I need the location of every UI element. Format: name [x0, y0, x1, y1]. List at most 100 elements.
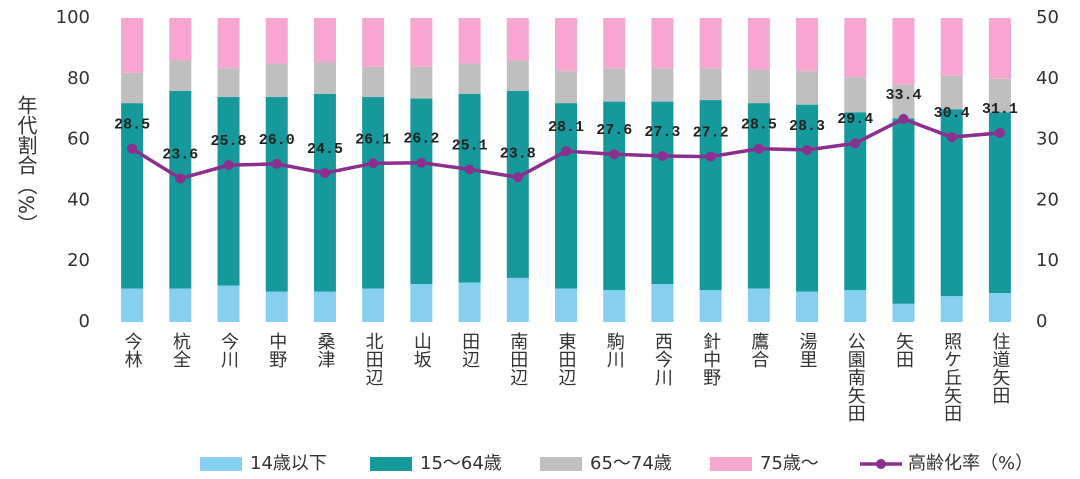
- legend-swatch: [200, 457, 242, 471]
- data-label: 27.2: [693, 125, 729, 142]
- bar-segment: [699, 290, 722, 322]
- bar-segment: [747, 18, 770, 70]
- legend-swatch: [370, 457, 412, 471]
- line-point: [223, 160, 234, 171]
- y-tick-label: 80: [67, 68, 90, 89]
- bar-segment: [410, 98, 433, 284]
- bar-segment: [506, 277, 529, 322]
- y-tick-label: 20: [67, 250, 90, 271]
- x-tick-label: 南田辺: [507, 332, 528, 386]
- bar-segment: [940, 109, 963, 297]
- x-tick-label: 今林: [122, 332, 143, 368]
- bar-segment: [651, 284, 674, 322]
- bar-segment: [603, 101, 626, 291]
- bar-segment: [892, 18, 915, 85]
- x-tick-label: 東田辺: [556, 332, 577, 386]
- line-point: [946, 132, 957, 143]
- bar-segment: [988, 18, 1011, 79]
- data-label: 31.1: [982, 101, 1018, 118]
- bar-segment: [844, 18, 867, 78]
- bar-segment: [265, 97, 288, 292]
- data-label: 25.8: [211, 133, 247, 150]
- bar-segment: [362, 288, 385, 322]
- bar-segment: [555, 288, 577, 322]
- data-label: 30.4: [934, 105, 970, 122]
- bar-segment: [313, 291, 336, 322]
- bar-segment: [506, 60, 529, 91]
- legend-label: 高齢化率（%）: [908, 453, 1033, 474]
- data-label: 27.6: [596, 122, 632, 139]
- x-tick-label: 鷹合: [748, 331, 769, 368]
- data-label: 28.5: [741, 117, 777, 134]
- bar-segment: [699, 68, 722, 101]
- line-point: [512, 172, 523, 183]
- bar-segment: [217, 285, 240, 322]
- line-point: [705, 151, 716, 162]
- bar-segment: [265, 63, 288, 98]
- line-point: [802, 144, 813, 155]
- bar-segment: [458, 63, 481, 94]
- bar-segment: [603, 68, 626, 102]
- line-point: [850, 138, 861, 149]
- bar-segment: [988, 293, 1011, 322]
- line-point: [898, 113, 909, 124]
- x-tick-label: 北田辺: [363, 332, 384, 386]
- bar-segment: [265, 18, 288, 64]
- line-point: [561, 146, 571, 157]
- line-point: [994, 127, 1005, 138]
- bar-segment: [555, 103, 577, 289]
- bar-segment: [121, 103, 144, 289]
- line-point: [416, 157, 427, 168]
- x-tick-label: 桑津: [314, 332, 335, 368]
- x-tick-label: 西今川: [652, 332, 673, 386]
- y2-tick-label: 50: [1036, 7, 1059, 28]
- line-point: [319, 168, 330, 179]
- bar-segment: [506, 90, 529, 278]
- bar-segment: [169, 90, 192, 289]
- bar-segment: [796, 291, 819, 322]
- legend-label: 65～74歳: [590, 453, 672, 474]
- y-tick-label: 100: [56, 7, 90, 28]
- data-label: 28.1: [548, 119, 584, 136]
- x-tick-label: 照ケ丘矢田: [941, 332, 962, 422]
- data-label: 27.3: [644, 124, 680, 141]
- bar-segment: [313, 18, 336, 63]
- data-label: 26.2: [403, 131, 439, 148]
- bar-segment: [506, 18, 529, 61]
- x-tick-label: 針中野: [700, 332, 721, 386]
- y2-tick-label: 0: [1036, 311, 1047, 332]
- x-tick-label: 住道矢田: [989, 332, 1010, 404]
- bar-segment: [796, 18, 819, 72]
- bar-segment: [410, 66, 433, 99]
- bar-segment: [458, 18, 481, 64]
- x-tick-label: 湯里: [797, 332, 818, 368]
- bar-segment: [940, 296, 963, 322]
- bar-segment: [988, 112, 1011, 294]
- line-point: [464, 164, 475, 175]
- x-tick-label: 矢田: [893, 332, 914, 368]
- bar-segment: [555, 71, 577, 104]
- bar-segment: [796, 71, 819, 105]
- line-point: [127, 143, 138, 154]
- data-label: 24.5: [307, 141, 343, 158]
- bar-segment: [892, 84, 915, 119]
- bar-segment: [265, 291, 288, 322]
- legend-label: 14歳以下: [250, 453, 327, 474]
- bar-segment: [362, 97, 385, 289]
- y2-tick-label: 20: [1036, 189, 1059, 210]
- bar-segment: [121, 72, 144, 104]
- data-label: 26.1: [355, 131, 391, 148]
- bar-segment: [651, 18, 674, 69]
- bar-segment: [555, 18, 577, 72]
- bar-segment: [169, 60, 192, 91]
- line-point: [368, 158, 379, 169]
- legend-marker: [876, 459, 886, 469]
- bar-segment: [892, 118, 915, 304]
- data-label: 23.6: [162, 146, 198, 163]
- data-label: 23.8: [500, 145, 536, 162]
- bar-segment: [940, 75, 963, 110]
- bar-segment: [121, 18, 144, 73]
- line-point: [657, 151, 668, 162]
- bar-segment: [699, 100, 722, 291]
